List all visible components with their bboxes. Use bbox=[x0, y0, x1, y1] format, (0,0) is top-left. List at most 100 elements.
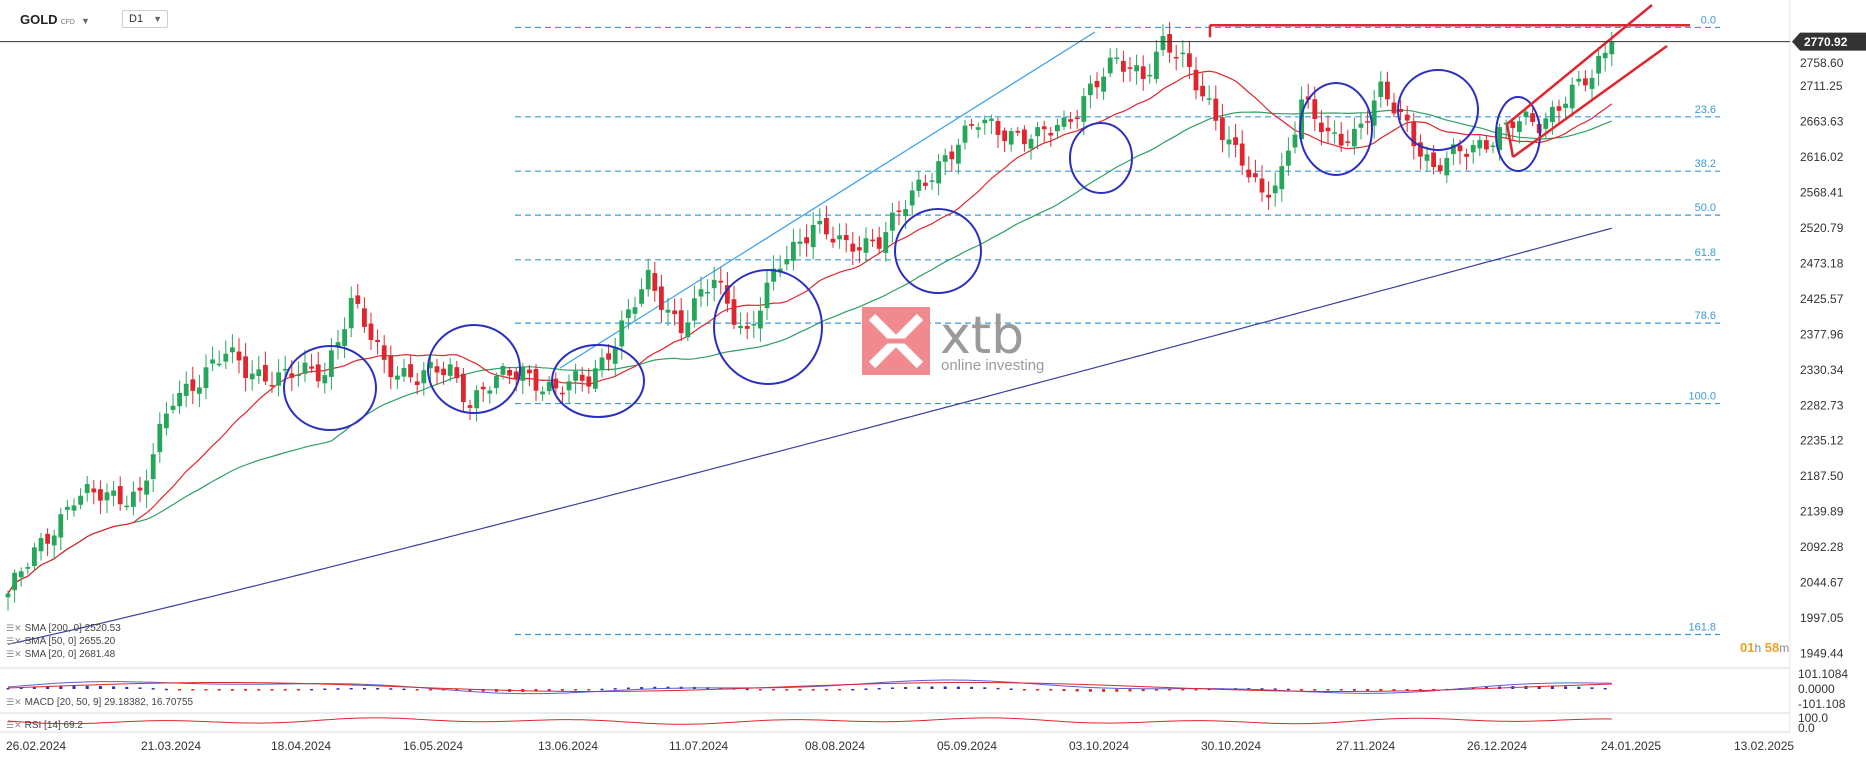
price-tick-label: 1949.44 bbox=[1800, 647, 1844, 661]
candle-body bbox=[434, 366, 440, 373]
candle-body bbox=[1200, 85, 1205, 97]
macd-bar bbox=[310, 688, 314, 691]
candle-body bbox=[975, 127, 981, 130]
macd-bar bbox=[98, 686, 102, 689]
macd-bar bbox=[1564, 686, 1568, 689]
candle-body bbox=[190, 379, 196, 391]
candle bbox=[837, 223, 842, 249]
candle-body bbox=[1451, 144, 1456, 155]
candle bbox=[1404, 105, 1410, 132]
legend-sma50[interactable]: ☰✕ SMA [50, 0] 2655.20 bbox=[6, 636, 116, 647]
macd-bar bbox=[758, 689, 762, 691]
candle-body bbox=[797, 241, 803, 244]
highlight-circle bbox=[427, 324, 521, 414]
fib-level-label: 0.0 bbox=[1701, 14, 1716, 26]
candle bbox=[1391, 92, 1397, 118]
candle-body bbox=[573, 371, 578, 381]
watermark-tagline: online investing bbox=[941, 357, 1044, 374]
macd-bar bbox=[851, 688, 855, 691]
candle-body bbox=[817, 220, 823, 225]
macd-bar bbox=[257, 689, 261, 691]
macd-bar bbox=[930, 686, 934, 689]
candle bbox=[1576, 71, 1582, 87]
macd-bar bbox=[1313, 689, 1317, 691]
macd-bar bbox=[72, 685, 76, 689]
candle bbox=[467, 399, 473, 421]
settings-icon[interactable]: ☰✕ bbox=[6, 636, 22, 646]
fibonacci-retracement[interactable]: 0.0 23.6 38.2 50.0 61.8 78.6 100.0 161.8 bbox=[515, 14, 1720, 636]
trend-line[interactable] bbox=[559, 31, 1096, 369]
time-tick-label: 30.10.2024 bbox=[1201, 739, 1261, 753]
sma-20-path bbox=[7, 70, 1613, 594]
macd-bar bbox=[336, 688, 340, 690]
candle-body bbox=[1444, 157, 1450, 176]
candle bbox=[1233, 123, 1238, 158]
candle-body bbox=[1358, 123, 1364, 128]
macd-bar bbox=[19, 687, 23, 689]
candle-body bbox=[1107, 57, 1113, 74]
candle-body bbox=[1048, 132, 1054, 136]
time-axis[interactable]: 26.02.2024 21.03.2024 18.04.2024 16.05.2024… bbox=[6, 739, 1794, 753]
candle-body bbox=[857, 247, 862, 251]
candle-body bbox=[276, 372, 281, 386]
candle bbox=[507, 366, 512, 385]
candle bbox=[1292, 121, 1298, 154]
candle bbox=[843, 223, 849, 253]
candle-body bbox=[1398, 108, 1403, 112]
candle-body bbox=[1338, 133, 1344, 146]
candle-body bbox=[579, 374, 585, 381]
time-tick-label: 11.07.2024 bbox=[669, 739, 728, 753]
candle bbox=[1556, 99, 1562, 125]
candle bbox=[71, 498, 77, 517]
price-tick-label: 2282.73 bbox=[1800, 398, 1844, 412]
macd-bar bbox=[1141, 689, 1145, 692]
symbol-selector[interactable]: GOLD CFD ▼ bbox=[20, 12, 90, 27]
macd-bar bbox=[230, 689, 234, 691]
candle bbox=[117, 476, 123, 511]
price-tick-label: 2663.63 bbox=[1800, 115, 1844, 129]
timeframe-select[interactable]: D1 ▼ bbox=[122, 10, 168, 28]
candle-body bbox=[480, 386, 486, 390]
annotations[interactable] bbox=[283, 4, 1690, 431]
settings-icon[interactable]: ☰✕ bbox=[6, 623, 22, 633]
macd-bar bbox=[798, 689, 802, 691]
candle bbox=[1239, 130, 1245, 176]
candle-body bbox=[678, 310, 684, 334]
candle bbox=[1319, 110, 1324, 146]
candle bbox=[1048, 127, 1054, 147]
candle bbox=[1187, 40, 1192, 80]
settings-icon[interactable]: ☰✕ bbox=[6, 720, 22, 730]
macd-bar bbox=[1392, 689, 1396, 691]
legend-macd[interactable]: ☰✕ MACD [20, 50, 9] 29.18382, 16.70755 bbox=[6, 697, 194, 708]
candle-body bbox=[1589, 77, 1595, 89]
channel-upper bbox=[1506, 4, 1653, 125]
candle bbox=[487, 386, 493, 404]
legend-sma20[interactable]: ☰✕ SMA [20, 0] 2681.48 bbox=[6, 649, 116, 660]
macd-bar bbox=[1154, 689, 1158, 691]
candle bbox=[553, 372, 559, 397]
candle bbox=[164, 401, 169, 436]
settings-icon[interactable]: ☰✕ bbox=[6, 649, 22, 659]
candle bbox=[685, 310, 691, 342]
candle-body bbox=[183, 383, 189, 396]
legend-sma200[interactable]: ☰✕ SMA [200, 0] 2520.53 bbox=[6, 623, 121, 634]
time-tick-label: 05.09.2024 bbox=[937, 739, 997, 753]
candle bbox=[1510, 118, 1516, 142]
price-axis[interactable]: 2758.60 2711.25 2663.63 2616.02 2568.41 2520.… bbox=[1800, 56, 1844, 661]
candle-body bbox=[1061, 117, 1067, 127]
highlight-circle bbox=[1299, 82, 1373, 176]
candle-body bbox=[1167, 34, 1172, 53]
legend-rsi[interactable]: ☰✕ RSI [14] 69.2 bbox=[6, 720, 83, 731]
macd-bar bbox=[1075, 689, 1079, 692]
candle bbox=[1371, 89, 1377, 139]
candle bbox=[1596, 47, 1601, 87]
candle-body bbox=[566, 381, 572, 391]
candle bbox=[1266, 181, 1271, 210]
candle-body bbox=[1371, 100, 1377, 126]
candle-body bbox=[78, 495, 83, 505]
settings-icon[interactable]: ☰✕ bbox=[6, 697, 22, 707]
time-tick-label: 24.01.2025 bbox=[1601, 739, 1661, 753]
candle-body bbox=[1523, 111, 1529, 117]
candle bbox=[744, 312, 750, 339]
